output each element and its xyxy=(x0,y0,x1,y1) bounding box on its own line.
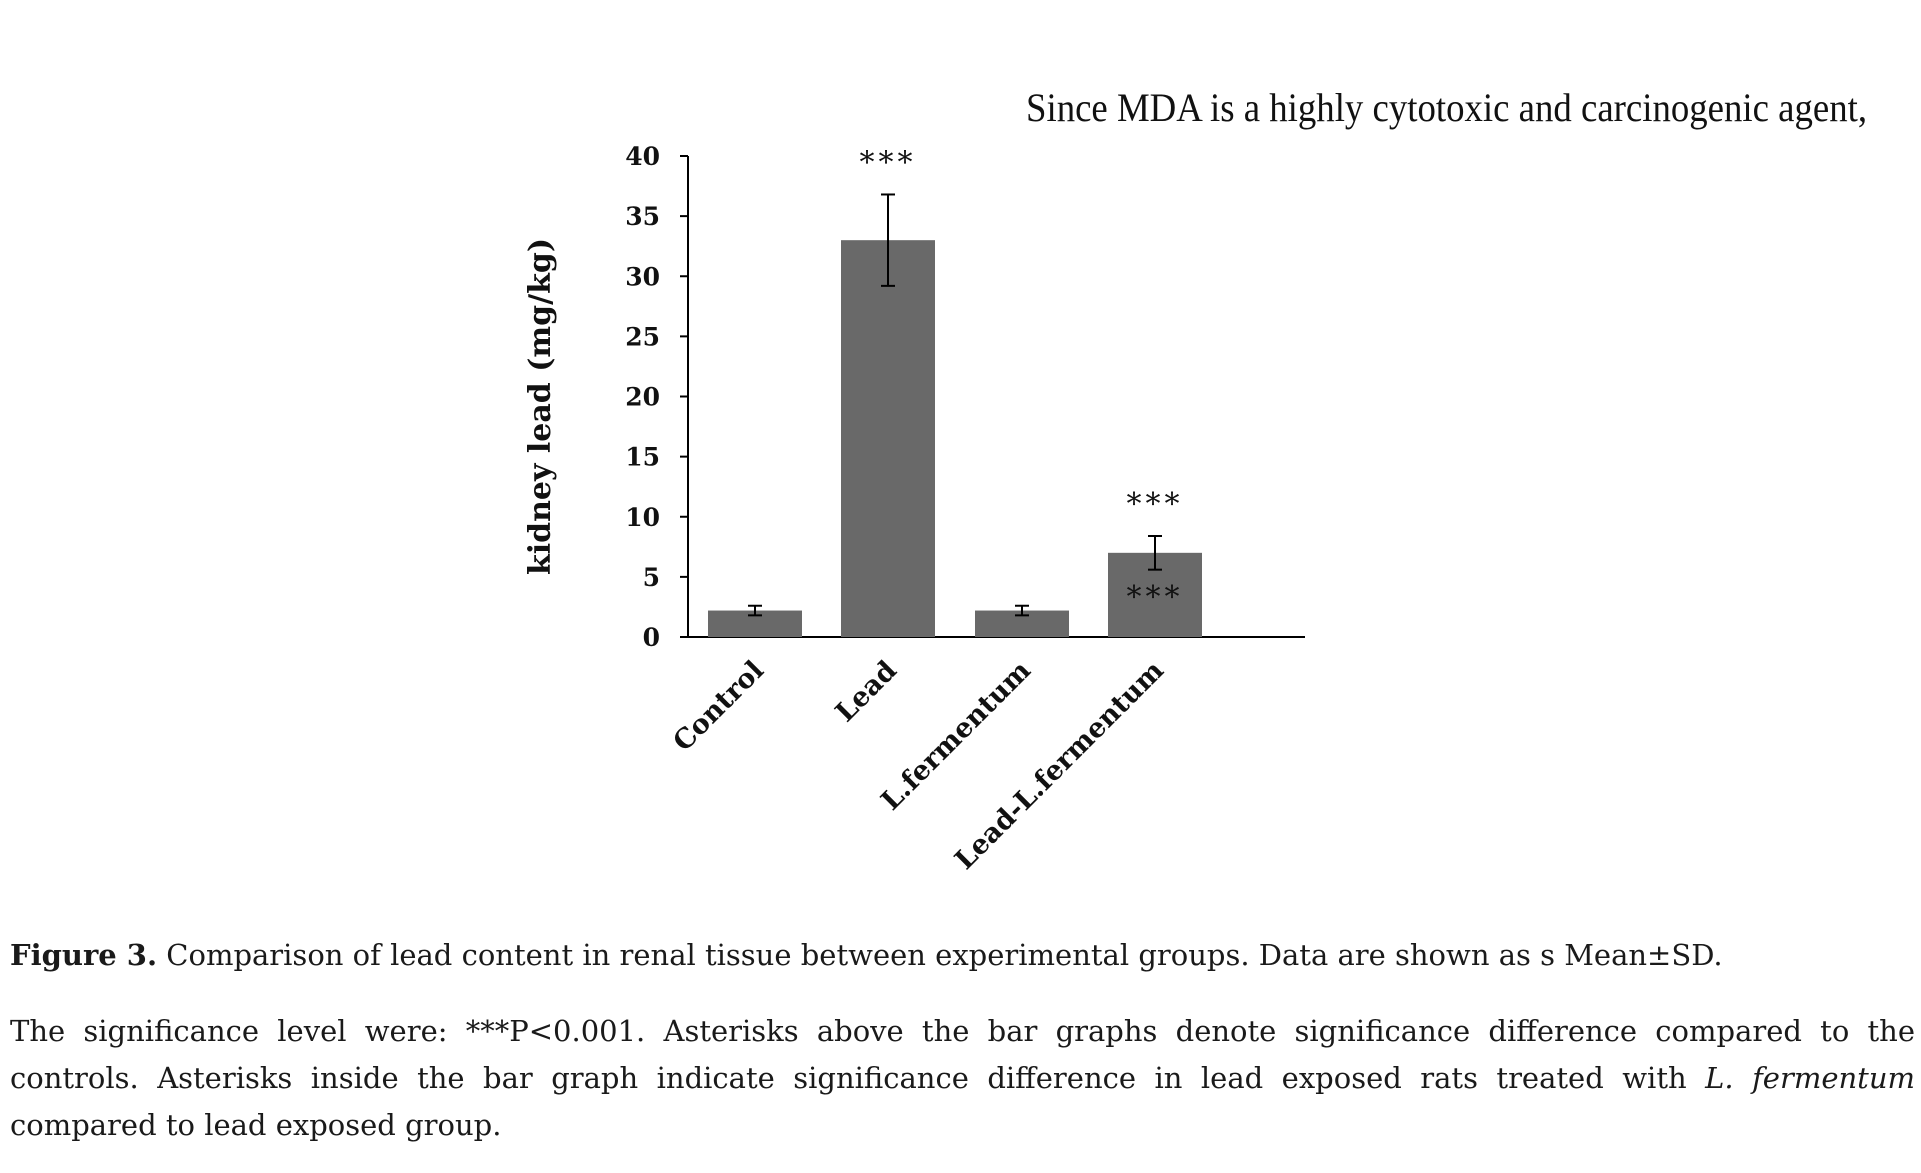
caption-body-part1: The significance level were: ***P<0.001.… xyxy=(10,1014,1915,1095)
y-tick-label: 15 xyxy=(625,443,660,472)
bars xyxy=(708,240,1202,638)
y-tick-label: 30 xyxy=(625,262,660,291)
annotations: *** *** *** xyxy=(860,145,1184,615)
axes xyxy=(687,156,1305,638)
y-tick-label: 40 xyxy=(625,142,660,171)
figure-label: Figure 3. xyxy=(10,938,158,972)
significance-marker-above: *** xyxy=(860,145,917,180)
x-tick-label: Lead xyxy=(830,655,903,728)
significance-marker-inside: *** xyxy=(1127,580,1184,615)
y-axis-title-group: kidney lead (mg/kg) xyxy=(523,238,558,575)
figure-caption-body: The significance level were: ***P<0.001.… xyxy=(10,1008,1915,1149)
y-tick-label: 35 xyxy=(625,202,660,231)
bar-lead xyxy=(841,240,935,638)
x-tick-label: Control xyxy=(667,655,770,758)
y-tick-label: 25 xyxy=(625,322,660,351)
header-text: Since MDA is a highly cytotoxic and carc… xyxy=(1026,85,1868,130)
caption-body-part2: compared to lead exposed group. xyxy=(10,1108,502,1142)
significance-marker-above: *** xyxy=(1127,487,1184,522)
y-tick-label: 5 xyxy=(643,563,660,592)
caption-species: L. fermentum xyxy=(1705,1061,1915,1095)
y-tick-label: 10 xyxy=(625,503,660,532)
figure-caption-title: Figure 3. Comparison of lead content in … xyxy=(10,936,1915,974)
error-bars xyxy=(748,193,1162,617)
y-tick-label: 20 xyxy=(625,383,660,412)
y-tick-label: 0 xyxy=(643,623,660,652)
figure-caption-text: Comparison of lead content in renal tiss… xyxy=(166,938,1723,972)
y-ticks: 0 5 10 15 20 25 30 35 40 xyxy=(625,142,688,652)
y-axis-title: kidney lead (mg/kg) xyxy=(523,238,558,575)
